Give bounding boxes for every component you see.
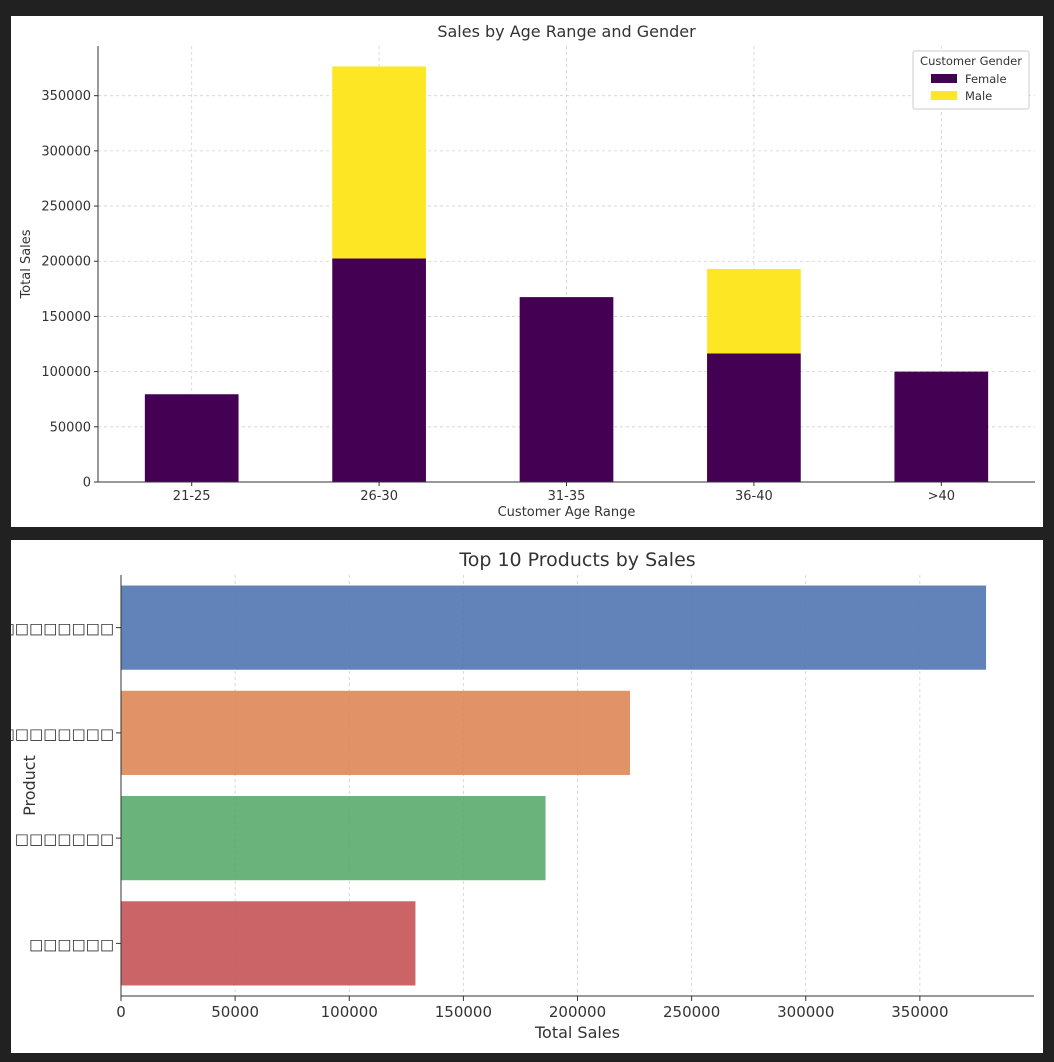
bar-female-5: [894, 371, 989, 482]
y-tick-label: □□□□□□□□: [11, 620, 114, 638]
y-tick-label: 50000: [50, 420, 91, 435]
y-tick-label: □□□□□□□: [15, 830, 114, 848]
y-tick-label: 100000: [41, 365, 91, 380]
x-tick-label: 50000: [211, 1003, 259, 1021]
chart-title: Sales by Age Range and Gender: [437, 22, 696, 41]
y-axis-label: Total Sales: [19, 229, 34, 299]
product-bar-3: [121, 796, 546, 881]
chart-title: Top 10 Products by Sales: [458, 549, 695, 571]
bar-female-4: [707, 353, 801, 482]
x-tick-label: 100000: [321, 1003, 378, 1021]
y-tick-label: 150000: [41, 310, 91, 325]
x-tick-label: 21-25: [173, 489, 211, 504]
product-bar-1: [121, 585, 987, 670]
legend-swatch-female: [931, 74, 957, 83]
x-axis-label: Total Sales: [534, 1023, 620, 1042]
legend-swatch-male: [931, 91, 957, 100]
x-tick-label: 0: [116, 1003, 126, 1021]
product-bar-4: [121, 901, 416, 986]
x-tick-label: >40: [928, 489, 955, 504]
product-bar-2: [121, 690, 630, 775]
x-axis-label: Customer Age Range: [498, 505, 636, 520]
y-tick-label: □□□□□□: [29, 935, 114, 953]
y-tick-label: 350000: [41, 89, 91, 104]
x-tick-label: 31-35: [548, 489, 586, 504]
x-tick-label: 200000: [549, 1003, 606, 1021]
sales-by-age-gender-chart: 0 50000 100000 150000 200000 250000 300000 3500…: [19, 22, 1035, 520]
x-tick-label: 250000: [663, 1003, 720, 1021]
legend-label-male: Male: [965, 89, 992, 103]
bar-male-2: [332, 66, 426, 259]
x-tick-label: 350000: [891, 1003, 948, 1021]
y-tick-label: 300000: [41, 144, 91, 159]
top-products-chart: □□□□□□□□□□□□□□□□□□□□□□□□□□□□□0 50000 10000…: [11, 549, 1034, 1042]
x-tick-label: 150000: [435, 1003, 492, 1021]
y-tick-label: 0: [83, 476, 91, 491]
y-axis-label: Product: [20, 755, 39, 816]
x-tick-label: 300000: [777, 1003, 834, 1021]
legend-title: Customer Gender: [920, 54, 1022, 68]
horizontal-bar-chart-panel: □□□□□□□□ □□□□□□□□ □□□□□□□ □□□□□□ 0 50000 10000…: [11, 540, 1043, 1053]
bar-female-1: [144, 394, 239, 482]
legend: Customer Gender Female Male: [912, 50, 1030, 110]
y-tick-label: □□□□□□□□: [11, 725, 114, 743]
x-tick-label: 36-40: [735, 489, 773, 504]
bar-female-2: [332, 258, 426, 482]
y-tick-label: 250000: [41, 200, 91, 215]
legend-label-female: Female: [965, 72, 1007, 86]
stacked-bar-chart-panel: 0 50000 100000 150000 200000 250000 300000 3500…: [11, 16, 1043, 527]
y-tick-label: 200000: [41, 255, 91, 270]
bar-female-3: [519, 297, 614, 482]
x-tick-label: 26-30: [360, 489, 398, 504]
bar-male-4: [707, 268, 801, 354]
